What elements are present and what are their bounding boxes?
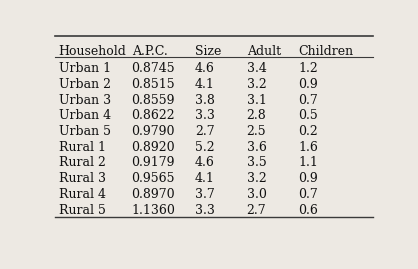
Text: 3.0: 3.0 [247,188,267,201]
Text: 2.7: 2.7 [195,125,214,138]
Text: 3.3: 3.3 [195,109,215,122]
Text: Rural 5: Rural 5 [59,204,106,217]
Text: 0.9: 0.9 [298,78,318,91]
Text: 3.1: 3.1 [247,94,267,107]
Text: Children: Children [298,45,354,58]
Text: 4.1: 4.1 [195,78,215,91]
Text: 4.6: 4.6 [195,157,215,169]
Text: 3.3: 3.3 [195,204,215,217]
Text: 1.1360: 1.1360 [132,204,176,217]
Text: 3.7: 3.7 [195,188,214,201]
Text: 3.5: 3.5 [247,157,266,169]
Text: 2.8: 2.8 [247,109,266,122]
Text: 0.8622: 0.8622 [132,109,175,122]
Text: Household: Household [59,45,127,58]
Text: Urban 4: Urban 4 [59,109,111,122]
Text: 0.2: 0.2 [298,125,318,138]
Text: 4.1: 4.1 [195,172,215,185]
Text: Rural 2: Rural 2 [59,157,106,169]
Text: 0.8920: 0.8920 [132,141,175,154]
Text: Urban 1: Urban 1 [59,62,111,75]
Text: Urban 2: Urban 2 [59,78,111,91]
Text: Rural 1: Rural 1 [59,141,106,154]
Text: 3.2: 3.2 [247,78,266,91]
Text: Rural 3: Rural 3 [59,172,106,185]
Text: 1.1: 1.1 [298,157,319,169]
Text: 1.6: 1.6 [298,141,319,154]
Text: 3.8: 3.8 [195,94,215,107]
Text: 0.6: 0.6 [298,204,319,217]
Text: 2.5: 2.5 [247,125,266,138]
Text: 0.9790: 0.9790 [132,125,175,138]
Text: 0.8559: 0.8559 [132,94,175,107]
Text: 0.9179: 0.9179 [132,157,175,169]
Text: 3.2: 3.2 [247,172,266,185]
Text: 3.6: 3.6 [247,141,267,154]
Text: 2.7: 2.7 [247,204,266,217]
Text: 1.2: 1.2 [298,62,318,75]
Text: 4.6: 4.6 [195,62,215,75]
Text: A.P.C.: A.P.C. [132,45,167,58]
Text: 0.8970: 0.8970 [132,188,175,201]
Text: 0.8515: 0.8515 [132,78,175,91]
Text: 5.2: 5.2 [195,141,214,154]
Text: Adult: Adult [247,45,281,58]
Text: 0.9: 0.9 [298,172,318,185]
Text: 0.8745: 0.8745 [132,62,175,75]
Text: Rural 4: Rural 4 [59,188,106,201]
Text: 3.4: 3.4 [247,62,267,75]
Text: Urban 3: Urban 3 [59,94,111,107]
Text: Urban 5: Urban 5 [59,125,111,138]
Text: 0.7: 0.7 [298,94,318,107]
Text: Size: Size [195,45,221,58]
Text: 0.9565: 0.9565 [132,172,175,185]
Text: 0.7: 0.7 [298,188,318,201]
Text: 0.5: 0.5 [298,109,318,122]
